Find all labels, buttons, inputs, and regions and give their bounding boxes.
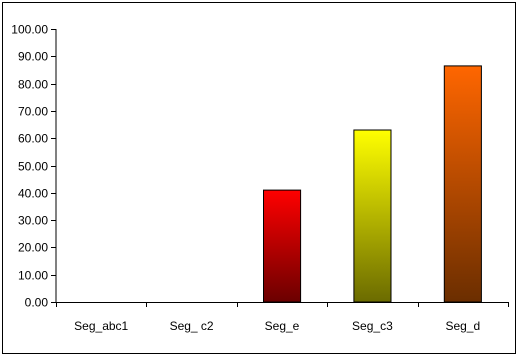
bar-seg-e (263, 189, 302, 303)
bar-seg-d (443, 65, 482, 303)
y-tick-label: 70.00 (18, 105, 48, 119)
y-tick-label: 60.00 (18, 132, 48, 146)
x-axis: Seg_abc1 Seg_ c2 Seg_e Seg_c3 Seg_d (56, 302, 509, 333)
y-tick-label: 20.00 (18, 241, 48, 255)
x-tick-label: Seg_abc1 (74, 319, 128, 333)
chart-frame (2, 2, 516, 354)
y-axis: 0.00 10.00 20.00 30.00 40.00 50.00 60.00 70.00 8… (11, 23, 57, 310)
y-tick-label: 50.00 (18, 160, 48, 174)
y-tick-label: 80.00 (18, 78, 48, 92)
x-tick-label: Seg_e (265, 319, 300, 333)
x-tick-label: Seg_c3 (352, 319, 393, 333)
y-tick-label: 100.00 (11, 23, 48, 37)
y-tick-label: 0.00 (25, 296, 49, 310)
y-tick-label: 10.00 (18, 269, 48, 283)
x-tick-label: Seg_d (445, 319, 480, 333)
y-tick-label: 40.00 (18, 187, 48, 201)
y-tick-label: 30.00 (18, 214, 48, 228)
x-tick-label: Seg_ c2 (170, 319, 214, 333)
bars (263, 65, 482, 303)
y-tick-label: 90.00 (18, 50, 48, 64)
bar-seg-c3 (353, 129, 392, 303)
